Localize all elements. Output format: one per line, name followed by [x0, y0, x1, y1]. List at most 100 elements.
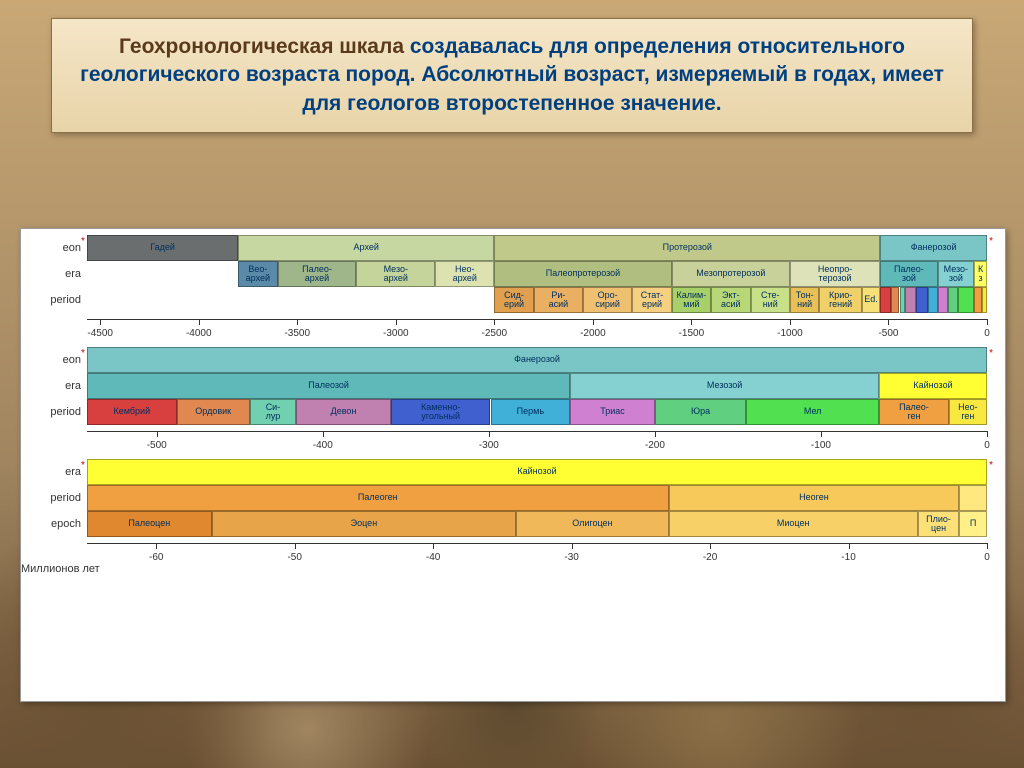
axis-tick: [489, 431, 490, 437]
axis-tick-label: -100: [811, 440, 831, 451]
row-period: periodСид- ерийРи- асийОро- сирийСтат- е…: [21, 287, 1005, 313]
time-block: [928, 287, 937, 313]
axis-tick-label: -2000: [580, 328, 606, 339]
track: Сид- ерийРи- асийОро- сирийСтат- ерийКал…: [87, 287, 987, 313]
time-block: К з: [974, 261, 987, 287]
time-block: Кайнозой: [879, 373, 987, 399]
time-block: Палеопротерозой: [494, 261, 671, 287]
time-block: Эоцен: [212, 511, 517, 537]
row-label-period: period: [21, 399, 87, 425]
axis-tick: [572, 543, 573, 549]
axis-tick-label: -50: [287, 552, 301, 563]
geochronology-chart: eon**ГадейАрхейПротерозойФанерозойeraВео…: [20, 228, 1006, 702]
time-block: Протерозой: [494, 235, 880, 261]
time-block: Ордовик: [177, 399, 250, 425]
axis-tick: [593, 319, 594, 325]
row-eon: eon**Фанерозой: [21, 347, 1005, 373]
track: **Кайнозой: [87, 459, 987, 485]
row-label-epoch: epoch: [21, 511, 87, 537]
row-label-period: period: [21, 485, 87, 511]
axis-tick: [655, 431, 656, 437]
time-block: П: [959, 511, 987, 537]
time-block: Кембрий: [87, 399, 177, 425]
track: ПалеогенНеоген: [87, 485, 987, 511]
axis-tick-label: -2500: [482, 328, 508, 339]
time-block: [891, 287, 900, 313]
row-period: periodКембрийОрдовикСи- лурДевонКаменно-…: [21, 399, 1005, 425]
marker-star: *: [81, 236, 85, 247]
time-block: Мезопротерозой: [672, 261, 790, 287]
time-block: [938, 287, 948, 313]
row-era: eraПалеозойМезозойКайнозой: [21, 373, 1005, 399]
time-block: Олигоцен: [516, 511, 668, 537]
time-block: Гадей: [87, 235, 238, 261]
time-block: [905, 287, 916, 313]
marker-star: *: [989, 460, 993, 471]
axis-tick-label: -10: [841, 552, 855, 563]
row-label-eon: eon: [21, 347, 87, 373]
axis-tick: [323, 431, 324, 437]
axis-tick-label: -3000: [383, 328, 409, 339]
row-label-era: era: [21, 373, 87, 399]
scale-phanerozoic: eon**ФанерозойeraПалеозойМезозойКайнозой…: [21, 341, 1005, 453]
time-block: Сид- ерий: [494, 287, 533, 313]
marker-star: *: [989, 348, 993, 359]
axis: -4500-4000-3500-3000-2500-2000-1500-1000…: [21, 313, 1005, 341]
row-label-era: era: [21, 261, 87, 287]
axis-tick: [790, 319, 791, 325]
axis-tick: [691, 319, 692, 325]
track: ПалеозойМезозойКайнозой: [87, 373, 987, 399]
row-era: era Вео- архейПалео- архейМезо- архейНео-…: [21, 261, 1005, 287]
time-block: [982, 287, 987, 313]
track: ПалеоценЭоценОлигоценМиоценПлио- ценП: [87, 511, 987, 537]
title-panel: Геохронологическая шкала создавалась для…: [51, 18, 973, 133]
time-block: Фанерозой: [880, 235, 987, 261]
time-block: Тон- ний: [790, 287, 820, 313]
track: **Фанерозой: [87, 347, 987, 373]
row-label-era: era: [21, 459, 87, 485]
time-block: Палеозой: [87, 373, 570, 399]
time-block: Мезозой: [570, 373, 879, 399]
time-block: Мезо- архей: [356, 261, 435, 287]
track: КембрийОрдовикСи- лурДевонКаменно- уголь…: [87, 399, 987, 425]
time-block: Ри- асий: [534, 287, 583, 313]
axis-tick: [987, 543, 988, 549]
time-block: Крио- гений: [819, 287, 861, 313]
time-block: Юра: [655, 399, 746, 425]
time-block: Неоген: [669, 485, 960, 511]
row-label-period: period: [21, 287, 87, 313]
axis-tick: [100, 319, 101, 325]
axis-tick-label: -1000: [777, 328, 803, 339]
marker-star: *: [81, 348, 85, 359]
time-block: Палео- зой: [880, 261, 937, 287]
track: **ГадейАрхейПротерозойФанерозой: [87, 235, 987, 261]
marker-star: *: [989, 236, 993, 247]
row-label-eon: eon: [21, 235, 87, 261]
time-block: Девон: [296, 399, 391, 425]
title-highlighted: Геохронологическая шкала: [119, 35, 404, 58]
axis-tick-label: -40: [426, 552, 440, 563]
time-block: Ed.: [862, 287, 880, 313]
time-block: [958, 287, 974, 313]
axis-tick: [987, 319, 988, 325]
axis-tick-label: -4000: [186, 328, 212, 339]
axis-tick-label: -60: [149, 552, 163, 563]
time-block: Вео- архей: [238, 261, 277, 287]
axis-tick-label: -300: [479, 440, 499, 451]
time-block: Палео- архей: [278, 261, 357, 287]
time-block: Сте- ний: [751, 287, 790, 313]
time-block: Стат- ерий: [632, 287, 671, 313]
axis-tick: [297, 319, 298, 325]
scale-precambrian: eon**ГадейАрхейПротерозойФанерозойera Вео…: [21, 229, 1005, 341]
axis-tick-label: -400: [313, 440, 333, 451]
row-eon: eon**ГадейАрхейПротерозойФанерозой: [21, 235, 1005, 261]
axis: -60-50-40-30-20-100: [21, 537, 1005, 565]
time-block: Плио- цен: [918, 511, 960, 537]
axis-tick: [987, 431, 988, 437]
axis-tick: [494, 319, 495, 325]
axis-tick: [396, 319, 397, 325]
time-block: Нео- архей: [435, 261, 494, 287]
time-block: Нео- ген: [949, 399, 987, 425]
axis-tick-label: -4500: [87, 328, 113, 339]
time-block: [880, 287, 891, 313]
